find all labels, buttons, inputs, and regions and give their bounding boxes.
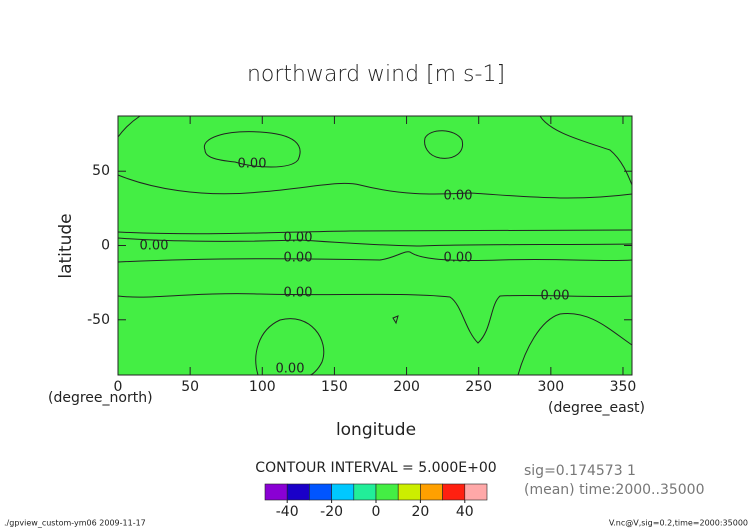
contour-label: 0.00 <box>238 157 267 172</box>
contour-label: 0.00 <box>276 362 305 377</box>
field <box>118 116 632 375</box>
info: (mean) time:2000..35000 <box>524 482 705 498</box>
contour-label: 0.00 <box>444 189 473 204</box>
y-unit: (degree_north) <box>48 390 153 406</box>
colorbar-box <box>286 483 310 501</box>
colorbar-box <box>442 483 466 501</box>
colorbar-tick-label: -20 <box>320 504 343 520</box>
colorbar-box <box>397 483 421 501</box>
x-tick-label: 0 <box>114 379 123 395</box>
colorbar-tick-label: -40 <box>276 504 299 520</box>
x-unit: (degree_east) <box>548 400 645 416</box>
y-axis-label: latitude <box>56 213 76 278</box>
x-tick-label: 250 <box>465 379 492 395</box>
colorbar-box <box>353 483 377 501</box>
x-axis-label: longitude <box>336 420 416 440</box>
footer: ./gpview_custom-ym06 2009-11-17 <box>4 519 146 528</box>
colorbar-box <box>464 483 488 501</box>
x-tick-label: 50 <box>181 379 199 395</box>
colorbar-tick-label: 40 <box>456 504 474 520</box>
colorbar-box <box>309 483 332 501</box>
contour-label: 0.00 <box>284 286 313 301</box>
chart-title: northward wind [m s-1] <box>247 62 505 87</box>
contour-label: 0.00 <box>140 239 169 254</box>
x-tick-label: 150 <box>321 379 348 395</box>
footer: V.nc@V,sig=0.2,time=2000:35000 <box>609 519 748 528</box>
contours <box>117 115 633 376</box>
x-tick-label: 350 <box>610 379 637 395</box>
contour-interval: CONTOUR INTERVAL = 5.000E+00 <box>255 460 496 476</box>
colorbar-box <box>331 483 355 501</box>
colorbar-box <box>420 483 443 501</box>
contour-label: 0.00 <box>541 289 570 304</box>
colorbar-tick-label: 20 <box>411 504 429 520</box>
y-tick-label: -50 <box>87 312 110 328</box>
x-tick-label: 100 <box>249 379 276 395</box>
colorbar-box <box>264 483 288 501</box>
contour-label: 0.00 <box>284 251 313 266</box>
colorbar-box <box>375 483 399 501</box>
info: sig=0.174573 1 <box>524 463 636 479</box>
y-tick-label: 50 <box>92 163 110 179</box>
colorbar-tick-label: 0 <box>372 504 381 520</box>
x-tick-label: 200 <box>393 379 420 395</box>
contour-label: 0.00 <box>444 251 473 266</box>
y-tick-label: 0 <box>101 238 110 254</box>
x-tick-label: 300 <box>537 379 564 395</box>
contour-label: 0.00 <box>284 231 313 246</box>
